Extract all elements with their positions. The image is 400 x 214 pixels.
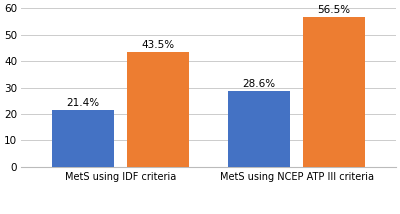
Bar — [303, 17, 365, 167]
Bar — [228, 91, 290, 167]
Bar — [52, 110, 114, 167]
Text: 56.5%: 56.5% — [318, 5, 351, 15]
Bar — [127, 52, 189, 167]
Text: 43.5%: 43.5% — [142, 40, 174, 50]
Text: 21.4%: 21.4% — [66, 98, 100, 108]
Text: 28.6%: 28.6% — [243, 79, 276, 89]
